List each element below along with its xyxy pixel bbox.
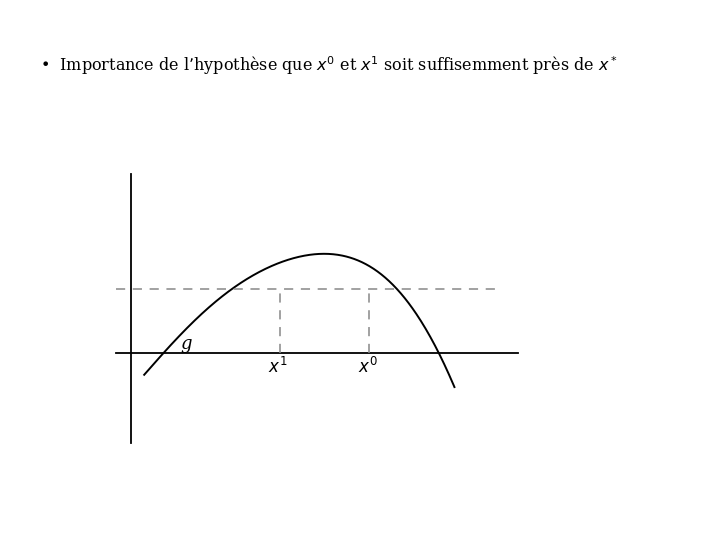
Text: g: g [181, 335, 192, 353]
Text: $x^1$: $x^1$ [269, 357, 288, 377]
Text: $x^0$: $x^0$ [358, 357, 377, 377]
Text: •  Importance de l’hypothèse que $x^0$ et $x^1$ soit suffisemment près de $x^*$: • Importance de l’hypothèse que $x^0$ et… [40, 54, 617, 77]
